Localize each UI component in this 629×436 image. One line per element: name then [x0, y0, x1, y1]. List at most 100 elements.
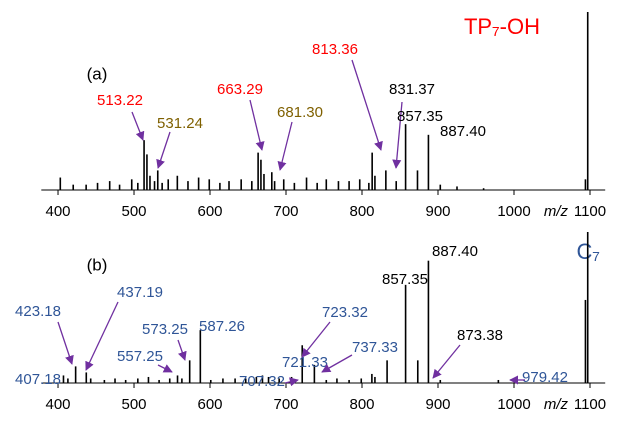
peak [219, 182, 221, 190]
peak [234, 378, 236, 383]
peak [427, 134, 430, 190]
annotation-arrow [351, 59, 383, 151]
peak-annotation: 737.33 [352, 339, 398, 356]
peak [360, 378, 363, 383]
peak [482, 188, 485, 190]
peak [188, 360, 191, 383]
peak [270, 172, 273, 190]
peak [337, 181, 340, 190]
x-tick-label: 1100 [574, 203, 606, 220]
peak-annotation: 979.42 [522, 369, 568, 386]
peak [584, 299, 587, 383]
x-tick-label: 400 [46, 203, 71, 220]
peak [156, 170, 159, 190]
peak-annotation: 557.25 [117, 348, 163, 365]
peak [96, 182, 99, 190]
peak [282, 179, 285, 190]
peak-annotation: 887.40 [432, 243, 478, 260]
x-tick-label: 700 [273, 396, 298, 413]
peak [85, 372, 88, 383]
peak [72, 184, 75, 190]
peak-annotation: 573.25 [142, 321, 188, 338]
peak [103, 379, 106, 383]
annotation-arrow [277, 121, 293, 171]
x-tick-label: 1100 [574, 396, 606, 413]
peak [336, 378, 338, 383]
annotation-arrow [321, 354, 353, 373]
peak-annotation: 663.29 [217, 81, 263, 98]
x-tick-label: 900 [425, 203, 450, 220]
peak-annotation: 423.18 [15, 303, 61, 320]
peak-annotation: 857.35 [397, 108, 443, 125]
peak [278, 378, 280, 383]
peak [240, 179, 242, 190]
peak [161, 182, 163, 190]
x-tick-label: 800 [349, 203, 374, 220]
peak [456, 186, 458, 190]
x-tick-label: 600 [197, 203, 222, 220]
peak [137, 378, 139, 383]
peak-annotation: 531.24 [157, 115, 203, 132]
peak [261, 375, 264, 383]
peak [404, 124, 407, 190]
peak [395, 181, 398, 190]
peak [368, 182, 370, 190]
panel-label: (b) [87, 255, 108, 274]
annotation-arrow [249, 99, 265, 151]
peak [74, 366, 77, 383]
annotation-arrow [177, 339, 187, 361]
peak [167, 179, 170, 190]
peak-annotation: 831.37 [389, 81, 435, 98]
annotation-arrow [301, 321, 331, 358]
x-tick-label: 500 [122, 396, 147, 413]
peak [385, 170, 387, 190]
x-tick-label: 1000 [497, 203, 530, 220]
peak [301, 345, 304, 383]
peak [130, 179, 133, 190]
panel-label: (a) [87, 64, 108, 83]
peak [348, 181, 350, 190]
peak-annotation: 721.33 [282, 354, 328, 371]
peak [374, 376, 376, 383]
peak [168, 378, 171, 383]
peak [325, 379, 328, 383]
peak [176, 175, 179, 190]
peak [143, 140, 145, 190]
peak [149, 175, 151, 190]
peak-annotation: 681.30 [277, 104, 323, 121]
peak [181, 378, 183, 383]
peak [348, 379, 350, 383]
peak [374, 175, 376, 190]
peak [439, 184, 442, 190]
peak [316, 182, 318, 190]
peak [228, 181, 230, 190]
annotation-arrow [432, 344, 461, 379]
peak [255, 376, 258, 383]
peak [371, 373, 373, 383]
peak [293, 182, 296, 190]
peak [251, 181, 253, 190]
peak-annotation: 707.32 [239, 373, 285, 390]
x-axis-label: m/z [544, 203, 569, 220]
peak [147, 376, 150, 383]
peak [305, 177, 308, 190]
peak [158, 379, 160, 383]
peak [197, 177, 200, 190]
peak [325, 179, 328, 190]
peak [497, 379, 500, 383]
peak [118, 184, 121, 190]
annotation-arrow [157, 364, 173, 373]
peak-annotation: 407.18 [15, 371, 61, 388]
peak-annotation: 873.38 [457, 327, 503, 344]
peak [176, 375, 179, 383]
peak [416, 170, 419, 190]
peak [114, 378, 116, 383]
annotation-arrow [57, 321, 74, 365]
peak [67, 378, 69, 383]
peak [208, 179, 211, 190]
annotation-arrow [156, 131, 171, 169]
peak [187, 181, 189, 190]
peak [153, 181, 156, 190]
peak [137, 182, 139, 190]
